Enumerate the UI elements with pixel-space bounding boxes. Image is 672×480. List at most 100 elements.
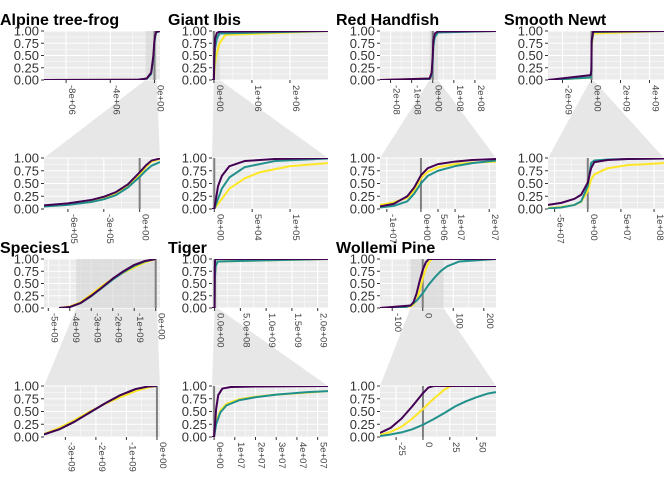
y-tick-label: 0.25 bbox=[518, 189, 543, 204]
x-tick-label: 1.0e+09 bbox=[266, 313, 277, 348]
x-tick-label: 4e+09 bbox=[650, 85, 661, 112]
zoom-panel: 0.000.250.500.751.00 0e+00 5e+04 1e+05 bbox=[182, 151, 328, 241]
x-tick-label: -1e+07 bbox=[387, 214, 398, 244]
y-tick-label: 1.00 bbox=[14, 379, 39, 394]
y-tick-label: 1.00 bbox=[182, 24, 207, 39]
x-tick-label: -2e+09 bbox=[113, 313, 124, 343]
y-tick-label: 1.00 bbox=[350, 24, 375, 39]
x-tick-label: -4e+06 bbox=[110, 85, 121, 115]
y-tick-label: 0.75 bbox=[182, 36, 207, 51]
series-line-1 bbox=[212, 31, 328, 80]
x-tick-label: 5.0e+08 bbox=[240, 313, 251, 348]
x-tick-label: 0e+00 bbox=[214, 214, 225, 241]
zoom-connector-band bbox=[44, 31, 160, 158]
x-tick-label: -5e+09 bbox=[48, 313, 59, 343]
x-tick-label: 4e+07 bbox=[297, 442, 308, 469]
x-tick-label: 0e+00 bbox=[214, 442, 225, 469]
x-tick-label: 200 bbox=[484, 313, 495, 329]
x-tick-label: 2.0e+09 bbox=[318, 313, 329, 348]
panel-title: Alpine tree-frog bbox=[0, 12, 119, 29]
series-line-1 bbox=[380, 386, 496, 434]
x-tick-label: 0e+00 bbox=[592, 85, 603, 112]
y-tick-label: 1.00 bbox=[350, 151, 375, 166]
x-tick-label: 1e+06 bbox=[252, 85, 263, 112]
x-tick-label: 0e+00 bbox=[156, 313, 167, 340]
y-tick-label: 0.50 bbox=[14, 276, 39, 291]
y-tick-label: 0.50 bbox=[182, 276, 207, 291]
y-tick-label: 0.00 bbox=[350, 430, 375, 445]
main-panel: 0.000.250.500.751.00 -5e+09 -4e+09 -3e+09 -2… bbox=[14, 252, 167, 343]
y-tick-label: 0.00 bbox=[350, 73, 375, 88]
y-tick-label: 0.25 bbox=[350, 288, 375, 303]
main-panel: 0.000.250.500.751.00 0e+00 1e+06 2e+06 bbox=[182, 24, 328, 112]
series-line-3 bbox=[212, 31, 328, 80]
panel-title: Tiger bbox=[168, 240, 207, 257]
y-tick-label: 0.75 bbox=[518, 163, 543, 178]
y-tick-label: 0.50 bbox=[350, 48, 375, 63]
series-line-2 bbox=[380, 391, 496, 437]
series-line-1 bbox=[58, 259, 156, 308]
y-tick-label: 0.75 bbox=[350, 163, 375, 178]
y-tick-label: 0.75 bbox=[350, 36, 375, 51]
y-tick-label: 0.25 bbox=[182, 417, 207, 432]
series-line-3 bbox=[380, 386, 496, 436]
y-tick-label: 1.00 bbox=[350, 252, 375, 267]
x-tick-label: 1e+05 bbox=[290, 214, 301, 241]
y-tick-label: 0.00 bbox=[182, 202, 207, 217]
y-tick-label: 0.00 bbox=[518, 202, 543, 217]
panel-title: Red Handfish bbox=[336, 12, 439, 29]
panel-title: Giant Ibis bbox=[168, 12, 241, 29]
zoom-connector-band bbox=[548, 31, 664, 158]
y-tick-label: 0.75 bbox=[350, 391, 375, 406]
y-tick-label: 0.00 bbox=[182, 73, 207, 88]
x-tick-label: 5e+07 bbox=[318, 442, 329, 469]
x-tick-label: 100 bbox=[453, 313, 464, 329]
x-tick-label: -3e+05 bbox=[104, 214, 115, 244]
series-line-1 bbox=[212, 386, 328, 437]
x-tick-label: -1e+09 bbox=[134, 313, 145, 343]
y-tick-label: 0.75 bbox=[14, 391, 39, 406]
y-tick-label: 1.00 bbox=[14, 151, 39, 166]
y-tick-label: 0.50 bbox=[518, 48, 543, 63]
x-tick-label: 5e+04 bbox=[252, 214, 263, 241]
y-tick-label: 0.75 bbox=[518, 36, 543, 51]
x-tick-label: -8e+06 bbox=[66, 85, 77, 115]
series-line-2 bbox=[380, 159, 496, 209]
panel-title: Species1 bbox=[0, 240, 69, 257]
x-tick-label: -1e+08 bbox=[412, 85, 423, 115]
y-tick-label: 0.75 bbox=[14, 264, 39, 279]
y-tick-label: 0.25 bbox=[350, 60, 375, 75]
x-tick-label: 0e+00 bbox=[433, 85, 444, 112]
zoom-highlight bbox=[145, 31, 157, 80]
x-tick-label: -25 bbox=[396, 442, 407, 456]
x-tick-label: 50 bbox=[477, 442, 488, 453]
y-tick-label: 0.00 bbox=[350, 202, 375, 217]
x-tick-label: -5e+07 bbox=[555, 214, 566, 244]
x-tick-label: 1e+08 bbox=[454, 85, 465, 112]
y-tick-label: 0.50 bbox=[182, 48, 207, 63]
x-tick-label: -100 bbox=[392, 313, 403, 332]
x-tick-label: 2e+08 bbox=[475, 85, 486, 112]
y-tick-label: 0.25 bbox=[182, 288, 207, 303]
y-tick-label: 1.00 bbox=[14, 24, 39, 39]
x-tick-label: -2e+09 bbox=[96, 442, 107, 472]
x-tick-label: 0e+00 bbox=[140, 214, 151, 241]
series-line-1 bbox=[548, 31, 664, 80]
x-tick-label: 1e+08 bbox=[654, 214, 665, 241]
x-tick-label: 2e+09 bbox=[621, 85, 632, 112]
zoom-highlight bbox=[214, 259, 218, 308]
x-tick-label: 25 bbox=[450, 442, 461, 453]
x-tick-label: 5e+06 bbox=[438, 214, 449, 241]
y-tick-label: 0.25 bbox=[14, 60, 39, 75]
x-tick-label: 2e+07 bbox=[489, 214, 500, 241]
series-line-1 bbox=[548, 158, 664, 206]
y-tick-label: 0.25 bbox=[350, 417, 375, 432]
x-tick-label: 0e+00 bbox=[214, 85, 225, 112]
y-tick-label: 1.00 bbox=[350, 379, 375, 394]
x-tick-label: 0e+00 bbox=[421, 214, 432, 241]
x-tick-label: -3e+09 bbox=[91, 313, 102, 343]
main-panel: 0.000.250.500.751.00 -2e+08 -1e+08 0e+00 1e+… bbox=[350, 24, 496, 115]
